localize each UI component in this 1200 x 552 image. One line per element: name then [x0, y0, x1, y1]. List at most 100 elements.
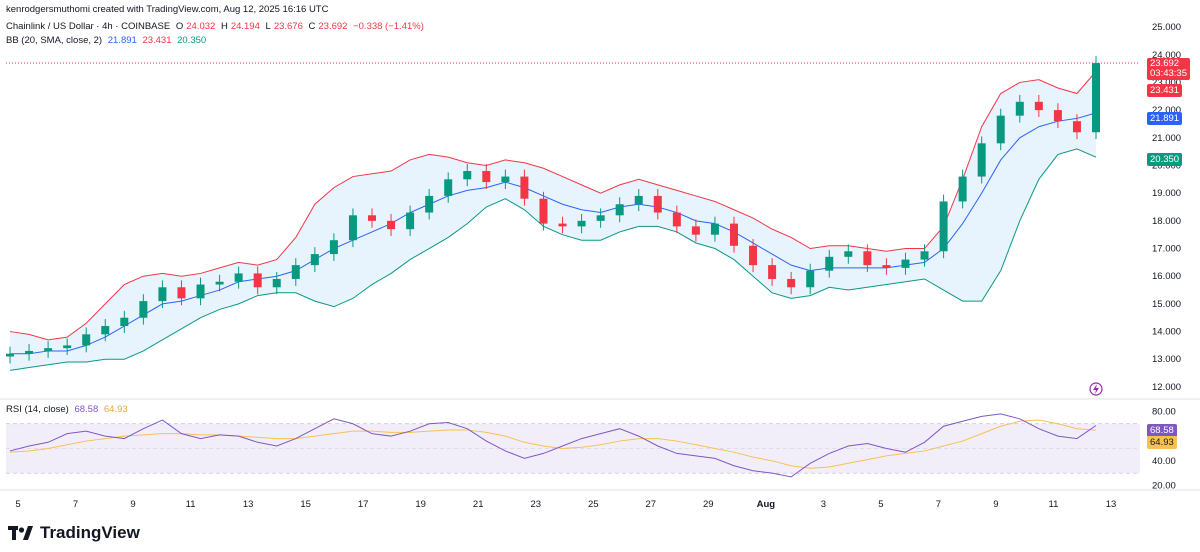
time-axis-tick-12: 29: [703, 499, 714, 510]
tradingview-brand[interactable]: TradingView: [8, 523, 140, 543]
rsi-ma-tag: 64.93: [1147, 436, 1177, 449]
candle-body-11: [215, 281, 224, 285]
candle-body-29: [558, 223, 567, 227]
candle-body-39: [749, 245, 758, 266]
time-axis-tick-2: 9: [130, 499, 135, 510]
credit-text: kenrodgersmuthomi created with TradingVi…: [6, 4, 329, 15]
candle-body-24: [463, 171, 472, 180]
open-label: O: [175, 21, 184, 32]
candle-body-54: [1034, 101, 1043, 111]
candle-body-34: [653, 195, 662, 213]
lightning-icon-bolt: [1093, 384, 1099, 394]
series-line-bb-upper: [9, 71, 1097, 341]
time-axis-tick-14: 3: [821, 499, 826, 510]
price-axis-tick-11: 14.000: [1152, 327, 1181, 338]
candle-body-37: [710, 223, 719, 235]
candle-body-52: [996, 115, 1005, 144]
time-axis-tick-7: 19: [415, 499, 426, 510]
rsi-axis-tick-0: 80.00: [1152, 406, 1176, 417]
candle-body-48: [920, 251, 929, 260]
time-axis-tick-19: 13: [1106, 499, 1117, 510]
candle-body-43: [825, 256, 834, 271]
candle-body-45: [863, 251, 872, 266]
price-axis-tick-3: 22.000: [1152, 105, 1181, 116]
time-axis-tick-10: 25: [588, 499, 599, 510]
price-axis-tick-4: 21.000: [1152, 133, 1181, 144]
candle-body-40: [768, 265, 777, 279]
candle-body-7: [139, 301, 148, 318]
rsi-legend[interactable]: RSI (14, close) 68.58 64.93: [6, 404, 131, 415]
time-axis-tick-0: 5: [15, 499, 20, 510]
bb-lower-tag: 20.350: [1147, 153, 1183, 166]
bb-legend[interactable]: BB (20, SMA, close, 2) 21.891 23.431 20.…: [6, 35, 209, 46]
candle-body-15: [291, 265, 300, 279]
time-axis-tick-5: 15: [300, 499, 311, 510]
symbol-title: Chainlink / US Dollar · 4h · COINBASE: [6, 21, 171, 32]
series-line-bb-lower: [9, 148, 1097, 371]
candle-body-57: [1092, 63, 1100, 133]
candle-body-16: [310, 254, 319, 266]
rsi-background: [6, 423, 1140, 474]
candle-body-12: [234, 273, 243, 282]
time-axis-tick-3: 11: [186, 499, 196, 510]
candle-body-1: [25, 350, 34, 354]
open-value: 24.032: [186, 21, 216, 32]
lightning-icon: [1089, 382, 1103, 396]
candle-body-31: [596, 215, 605, 221]
candle-body-33: [634, 195, 643, 205]
candle-body-51: [977, 143, 986, 177]
close-value: 23.692: [318, 21, 348, 32]
price-axis-tick-7: 18.000: [1152, 216, 1181, 227]
rsi-axis-tick-2: 40.00: [1152, 456, 1176, 467]
time-axis-tick-6: 17: [358, 499, 369, 510]
price-axis-tick-12: 13.000: [1152, 354, 1181, 365]
time-axis-tick-8: 21: [473, 499, 484, 510]
price-axis-tick-10: 15.000: [1152, 299, 1181, 310]
time-axis-tick-16: 7: [936, 499, 941, 510]
candle-body-14: [272, 278, 281, 288]
change-value: −0.338 (−1.41%): [353, 21, 424, 32]
bb-upper-tag: 23.431: [1147, 84, 1183, 97]
candle-body-53: [1015, 101, 1024, 116]
tradingview-logo-icon: [8, 526, 33, 540]
price-axis-tick-2: 23.000: [1152, 77, 1181, 88]
close-label: C: [308, 21, 316, 32]
time-axis-tick-11: 27: [646, 499, 657, 510]
last-price-value: 23.692: [1150, 58, 1180, 69]
time-axis-tick-18: 11: [1049, 499, 1059, 510]
candle-body-38: [730, 223, 738, 246]
price-axis-tick-9: 16.000: [1152, 271, 1181, 282]
candle-body-49: [939, 201, 948, 252]
candle-body-0: [6, 353, 14, 357]
bb-lower-value: 20.350: [177, 35, 207, 46]
candle-body-28: [539, 198, 548, 224]
brand-name: TradingView: [40, 523, 140, 542]
candle-body-23: [444, 179, 453, 196]
candle-body-47: [901, 259, 910, 268]
candle-body-13: [253, 273, 262, 288]
candle-body-5: [101, 326, 110, 335]
candle-body-46: [882, 265, 891, 268]
price-axis-tick-1: 24.000: [1152, 50, 1181, 61]
candle-body-55: [1053, 110, 1062, 122]
time-axis-tick-1: 7: [73, 499, 78, 510]
time-axis-tick-17: 9: [993, 499, 998, 510]
candle-body-50: [958, 176, 967, 202]
candle-body-27: [520, 176, 529, 199]
series-line-rsi: [9, 413, 1097, 478]
series-line-bb-basis: [10, 112, 1097, 355]
rsi-value: 68.58: [74, 404, 99, 415]
price-axis-tick-6: 19.000: [1152, 188, 1181, 199]
candle-body-32: [615, 204, 624, 216]
candle-body-3: [63, 345, 72, 349]
candle-body-8: [158, 287, 167, 302]
rsi-tag: 68.58: [1147, 424, 1177, 437]
high-label: H: [220, 21, 228, 32]
candle-body-22: [425, 195, 434, 213]
bar-countdown: 03:43:35: [1150, 68, 1187, 79]
candle-body-19: [368, 215, 376, 221]
time-axis-tick-4: 13: [243, 499, 254, 510]
time-axis-tick-9: 23: [530, 499, 541, 510]
